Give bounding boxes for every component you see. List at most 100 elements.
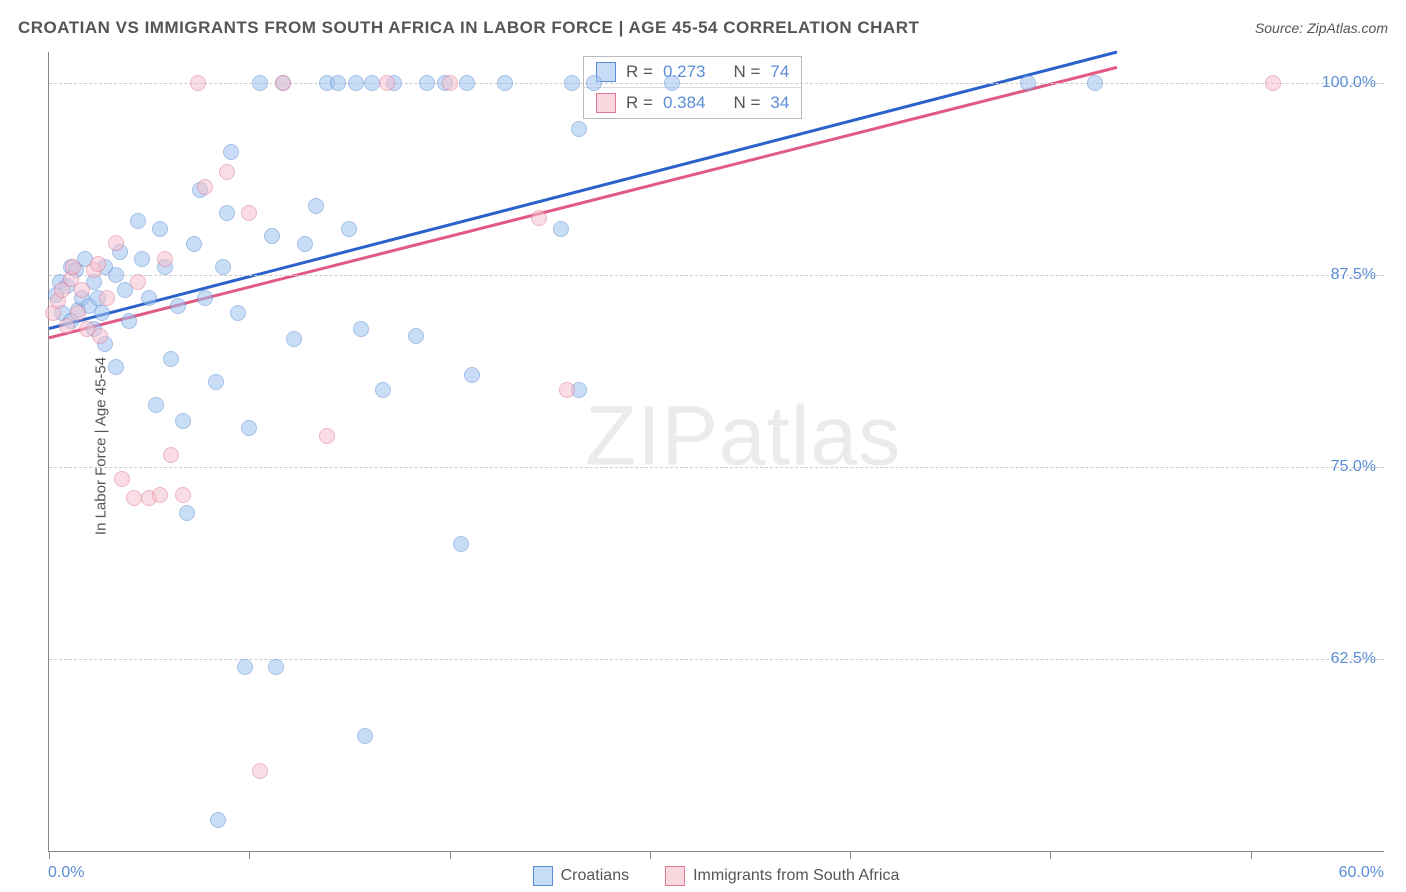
data-point bbox=[571, 121, 587, 137]
data-point bbox=[268, 659, 284, 675]
data-point bbox=[197, 179, 213, 195]
data-point bbox=[92, 328, 108, 344]
data-point bbox=[65, 259, 81, 275]
gridline bbox=[49, 275, 1384, 276]
data-point bbox=[190, 75, 206, 91]
data-point bbox=[464, 367, 480, 383]
legend-label-b: Immigrants from South Africa bbox=[693, 867, 899, 885]
data-point bbox=[353, 321, 369, 337]
data-point bbox=[141, 290, 157, 306]
data-point bbox=[553, 221, 569, 237]
data-point bbox=[152, 487, 168, 503]
data-point bbox=[175, 413, 191, 429]
data-point bbox=[559, 382, 575, 398]
data-point bbox=[126, 490, 142, 506]
scatter-plot: ZIPatlas R = 0.273 N = 74 R = 0.384 N = … bbox=[48, 52, 1384, 852]
gridline bbox=[49, 467, 1384, 468]
swatch-b bbox=[596, 93, 616, 113]
data-point bbox=[152, 221, 168, 237]
r-label: R = bbox=[626, 93, 653, 113]
x-tick bbox=[450, 851, 451, 859]
correlation-box: R = 0.273 N = 74 R = 0.384 N = 34 bbox=[583, 56, 802, 119]
data-point bbox=[163, 351, 179, 367]
data-point bbox=[442, 75, 458, 91]
data-point bbox=[586, 75, 602, 91]
data-point bbox=[348, 75, 364, 91]
data-point bbox=[241, 205, 257, 221]
x-tick bbox=[1050, 851, 1051, 859]
data-point bbox=[379, 75, 395, 91]
data-point bbox=[241, 420, 257, 436]
data-point bbox=[114, 471, 130, 487]
legend-label-a: Croatians bbox=[561, 867, 629, 885]
data-point bbox=[230, 305, 246, 321]
title-bar: CROATIAN VS IMMIGRANTS FROM SOUTH AFRICA… bbox=[18, 18, 1388, 38]
data-point bbox=[459, 75, 475, 91]
r-label: R = bbox=[626, 62, 653, 82]
data-point bbox=[319, 428, 335, 444]
data-point bbox=[264, 228, 280, 244]
y-tick-label: 62.5% bbox=[1331, 650, 1376, 668]
source-label: Source: ZipAtlas.com bbox=[1255, 20, 1388, 36]
data-point bbox=[223, 144, 239, 160]
data-point bbox=[219, 164, 235, 180]
data-point bbox=[59, 318, 75, 334]
data-point bbox=[341, 221, 357, 237]
swatch-a bbox=[533, 866, 553, 886]
x-tick bbox=[1251, 851, 1252, 859]
data-point bbox=[175, 487, 191, 503]
data-point bbox=[357, 728, 373, 744]
n-value-b: 34 bbox=[770, 93, 789, 113]
legend-item-b: Immigrants from South Africa bbox=[665, 866, 899, 886]
r-value-b: 0.384 bbox=[663, 93, 706, 113]
data-point bbox=[210, 812, 226, 828]
data-point bbox=[375, 382, 391, 398]
data-point bbox=[108, 359, 124, 375]
x-tick bbox=[249, 851, 250, 859]
data-point bbox=[186, 236, 202, 252]
data-point bbox=[408, 328, 424, 344]
data-point bbox=[197, 290, 213, 306]
y-tick-label: 87.5% bbox=[1331, 266, 1376, 284]
x-tick bbox=[49, 851, 50, 859]
data-point bbox=[134, 251, 150, 267]
data-point bbox=[286, 331, 302, 347]
regression-lines bbox=[49, 52, 1384, 851]
data-point bbox=[297, 236, 313, 252]
y-tick-label: 75.0% bbox=[1331, 458, 1376, 476]
data-point bbox=[90, 256, 106, 272]
data-point bbox=[130, 274, 146, 290]
data-point bbox=[70, 305, 86, 321]
y-tick-label: 100.0% bbox=[1322, 74, 1376, 92]
data-point bbox=[252, 763, 268, 779]
data-point bbox=[664, 75, 680, 91]
data-point bbox=[497, 75, 513, 91]
x-tick bbox=[850, 851, 851, 859]
data-point bbox=[419, 75, 435, 91]
data-point bbox=[157, 251, 173, 267]
data-point bbox=[219, 205, 235, 221]
gridline bbox=[49, 83, 1384, 84]
legend: Croatians Immigrants from South Africa bbox=[48, 866, 1384, 886]
data-point bbox=[74, 282, 90, 298]
data-point bbox=[108, 267, 124, 283]
data-point bbox=[99, 290, 115, 306]
n-label: N = bbox=[733, 93, 760, 113]
data-point bbox=[308, 198, 324, 214]
n-value-a: 74 bbox=[770, 62, 789, 82]
data-point bbox=[208, 374, 224, 390]
data-point bbox=[330, 75, 346, 91]
data-point bbox=[148, 397, 164, 413]
data-point bbox=[121, 313, 137, 329]
data-point bbox=[163, 447, 179, 463]
data-point bbox=[237, 659, 253, 675]
data-point bbox=[1265, 75, 1281, 91]
data-point bbox=[170, 298, 186, 314]
data-point bbox=[252, 75, 268, 91]
chart-title: CROATIAN VS IMMIGRANTS FROM SOUTH AFRICA… bbox=[18, 18, 919, 38]
swatch-b bbox=[665, 866, 685, 886]
data-point bbox=[275, 75, 291, 91]
data-point bbox=[94, 305, 110, 321]
legend-item-a: Croatians bbox=[533, 866, 629, 886]
data-point bbox=[531, 210, 547, 226]
